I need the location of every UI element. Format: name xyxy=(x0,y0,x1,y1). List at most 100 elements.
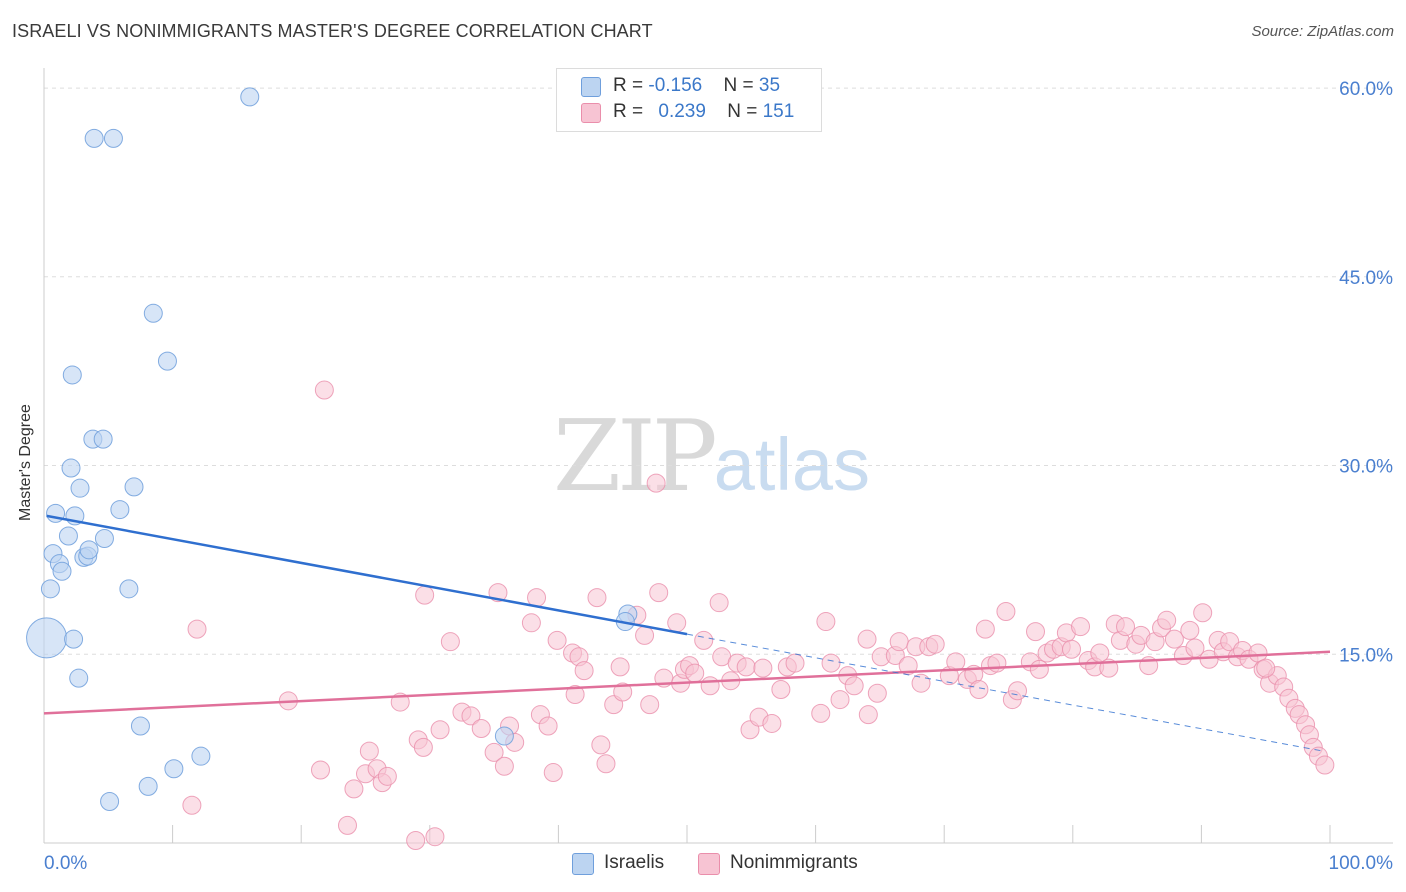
nonimmigrants-point xyxy=(640,695,660,715)
israelis-point xyxy=(62,365,82,385)
y-axis-label: Master's Degree xyxy=(17,404,34,521)
israelis-point xyxy=(157,351,177,371)
nonimmigrants-point xyxy=(857,629,877,649)
watermark: ZIPatlas xyxy=(553,400,870,514)
nonimmigrants-point xyxy=(811,703,831,723)
nonimmigrants-point xyxy=(344,779,364,799)
israelis-point xyxy=(130,716,150,736)
nonimmigrants-point xyxy=(685,663,705,683)
nonimmigrants-point xyxy=(613,682,633,702)
nonimmigrants-point xyxy=(377,766,397,786)
nonimmigrants-point xyxy=(1164,629,1184,649)
nonimmigrants-point xyxy=(413,737,433,757)
israelis-point xyxy=(191,746,211,766)
nonimmigrants-point xyxy=(494,756,514,776)
r-value-israelis: -0.156 xyxy=(648,75,703,96)
nonimmigrants-point xyxy=(187,619,207,639)
israelis-point xyxy=(100,791,120,811)
nonimmigrants-point xyxy=(543,763,563,783)
israelis-point xyxy=(240,87,260,107)
nonimmigrants-point xyxy=(1008,681,1028,701)
israelis-point xyxy=(40,579,60,599)
r-label: R = xyxy=(613,101,649,122)
nonimmigrants-point xyxy=(816,612,836,632)
israelis-point xyxy=(124,477,144,497)
nonimmigrants-point xyxy=(461,706,481,726)
nonimmigrants-point xyxy=(1315,755,1335,775)
israelis-point xyxy=(64,629,84,649)
nonimmigrants-point xyxy=(700,676,720,696)
nonimmigrants-point xyxy=(1071,617,1091,637)
nonimmigrants-point xyxy=(925,634,945,654)
israelis-point xyxy=(52,561,72,581)
nonimmigrants-point xyxy=(771,679,791,699)
nonimmigrants-point xyxy=(830,690,850,710)
nonimmigrants-point xyxy=(1062,639,1082,659)
israelis-legend-label: Israelis xyxy=(604,852,665,873)
israelis-point xyxy=(138,776,158,796)
nonimmigrants-point xyxy=(587,588,607,608)
nonimmigrants-point xyxy=(646,473,666,493)
nonimmigrants-point xyxy=(425,827,445,847)
nonimmigrants-point xyxy=(709,593,729,613)
nonimmigrants-point xyxy=(785,653,805,673)
nonimmigrants-point xyxy=(969,679,989,699)
nonimmigrants-point xyxy=(975,619,995,639)
nonimmigrants-point xyxy=(359,741,379,761)
x-tick-label-max: 100.0% xyxy=(1329,853,1394,874)
nonimmigrants-point xyxy=(521,613,541,633)
nonimmigrants-legend-swatch xyxy=(698,853,720,875)
y-tick-label: 30.0% xyxy=(1339,457,1393,478)
n-label: N = xyxy=(727,101,763,122)
nonimmigrants-point xyxy=(484,742,504,762)
nonimmigrants-point xyxy=(867,683,887,703)
israelis-trendline xyxy=(46,514,688,636)
israelis-trendline-extrapolated xyxy=(686,633,1324,752)
israelis-point xyxy=(69,668,89,688)
nonimmigrants-point xyxy=(889,632,909,652)
nonimmigrants-point xyxy=(753,658,773,678)
nonimmigrants-point xyxy=(821,653,841,673)
nonimmigrants-point xyxy=(440,632,460,652)
nonimmigrants-point xyxy=(538,716,558,736)
israelis-point xyxy=(93,429,113,449)
nonimmigrants-point xyxy=(415,585,435,605)
y-tick-label: 15.0% xyxy=(1339,645,1393,666)
nonimmigrants-point xyxy=(182,795,202,815)
israelis-point xyxy=(70,478,90,498)
nonimmigrants-point xyxy=(337,815,357,835)
israelis-point xyxy=(164,759,184,779)
nonimmigrants-point xyxy=(635,625,655,645)
israelis-point xyxy=(110,500,130,520)
nonimmigrants-point xyxy=(1256,658,1276,678)
nonimmigrants-point xyxy=(1026,622,1046,642)
nonimmigrants-point xyxy=(314,380,334,400)
israelis-point xyxy=(26,617,68,659)
chart-title: ISRAELI VS NONIMMIGRANTS MASTER'S DEGREE… xyxy=(12,21,653,41)
nonimmigrants-point xyxy=(694,630,714,650)
nonimmigrants-point xyxy=(667,613,687,633)
nonimmigrants-point xyxy=(610,657,630,677)
nonimmigrants-point xyxy=(565,685,585,705)
nonimmigrants-point xyxy=(911,673,931,693)
israelis-point xyxy=(103,128,123,148)
watermark-atlas: atlas xyxy=(713,423,871,506)
x-tick-label-min: 0.0% xyxy=(44,853,87,874)
n-value-nonimmigrants: 151 xyxy=(762,101,795,122)
watermark-zip: ZIP xyxy=(553,400,718,514)
nonimmigrants-point xyxy=(946,652,966,672)
nonimmigrants-point xyxy=(1116,617,1136,637)
stats-legend: R = -0.156 N = 35 R = 0.239 N = 151 xyxy=(556,68,822,132)
nonimmigrants-point xyxy=(574,661,594,681)
nonimmigrants-point xyxy=(596,754,616,774)
israelis-legend-swatch xyxy=(572,853,594,875)
y-tick-label: 45.0% xyxy=(1339,268,1393,289)
nonimmigrants-point xyxy=(858,705,878,725)
nonimmigrants-point xyxy=(547,630,567,650)
israelis-point xyxy=(94,529,114,549)
israelis-point xyxy=(79,540,99,560)
israelis-point xyxy=(143,303,163,323)
nonimmigrants-point xyxy=(1193,603,1213,623)
nonimmigrants-point xyxy=(591,735,611,755)
